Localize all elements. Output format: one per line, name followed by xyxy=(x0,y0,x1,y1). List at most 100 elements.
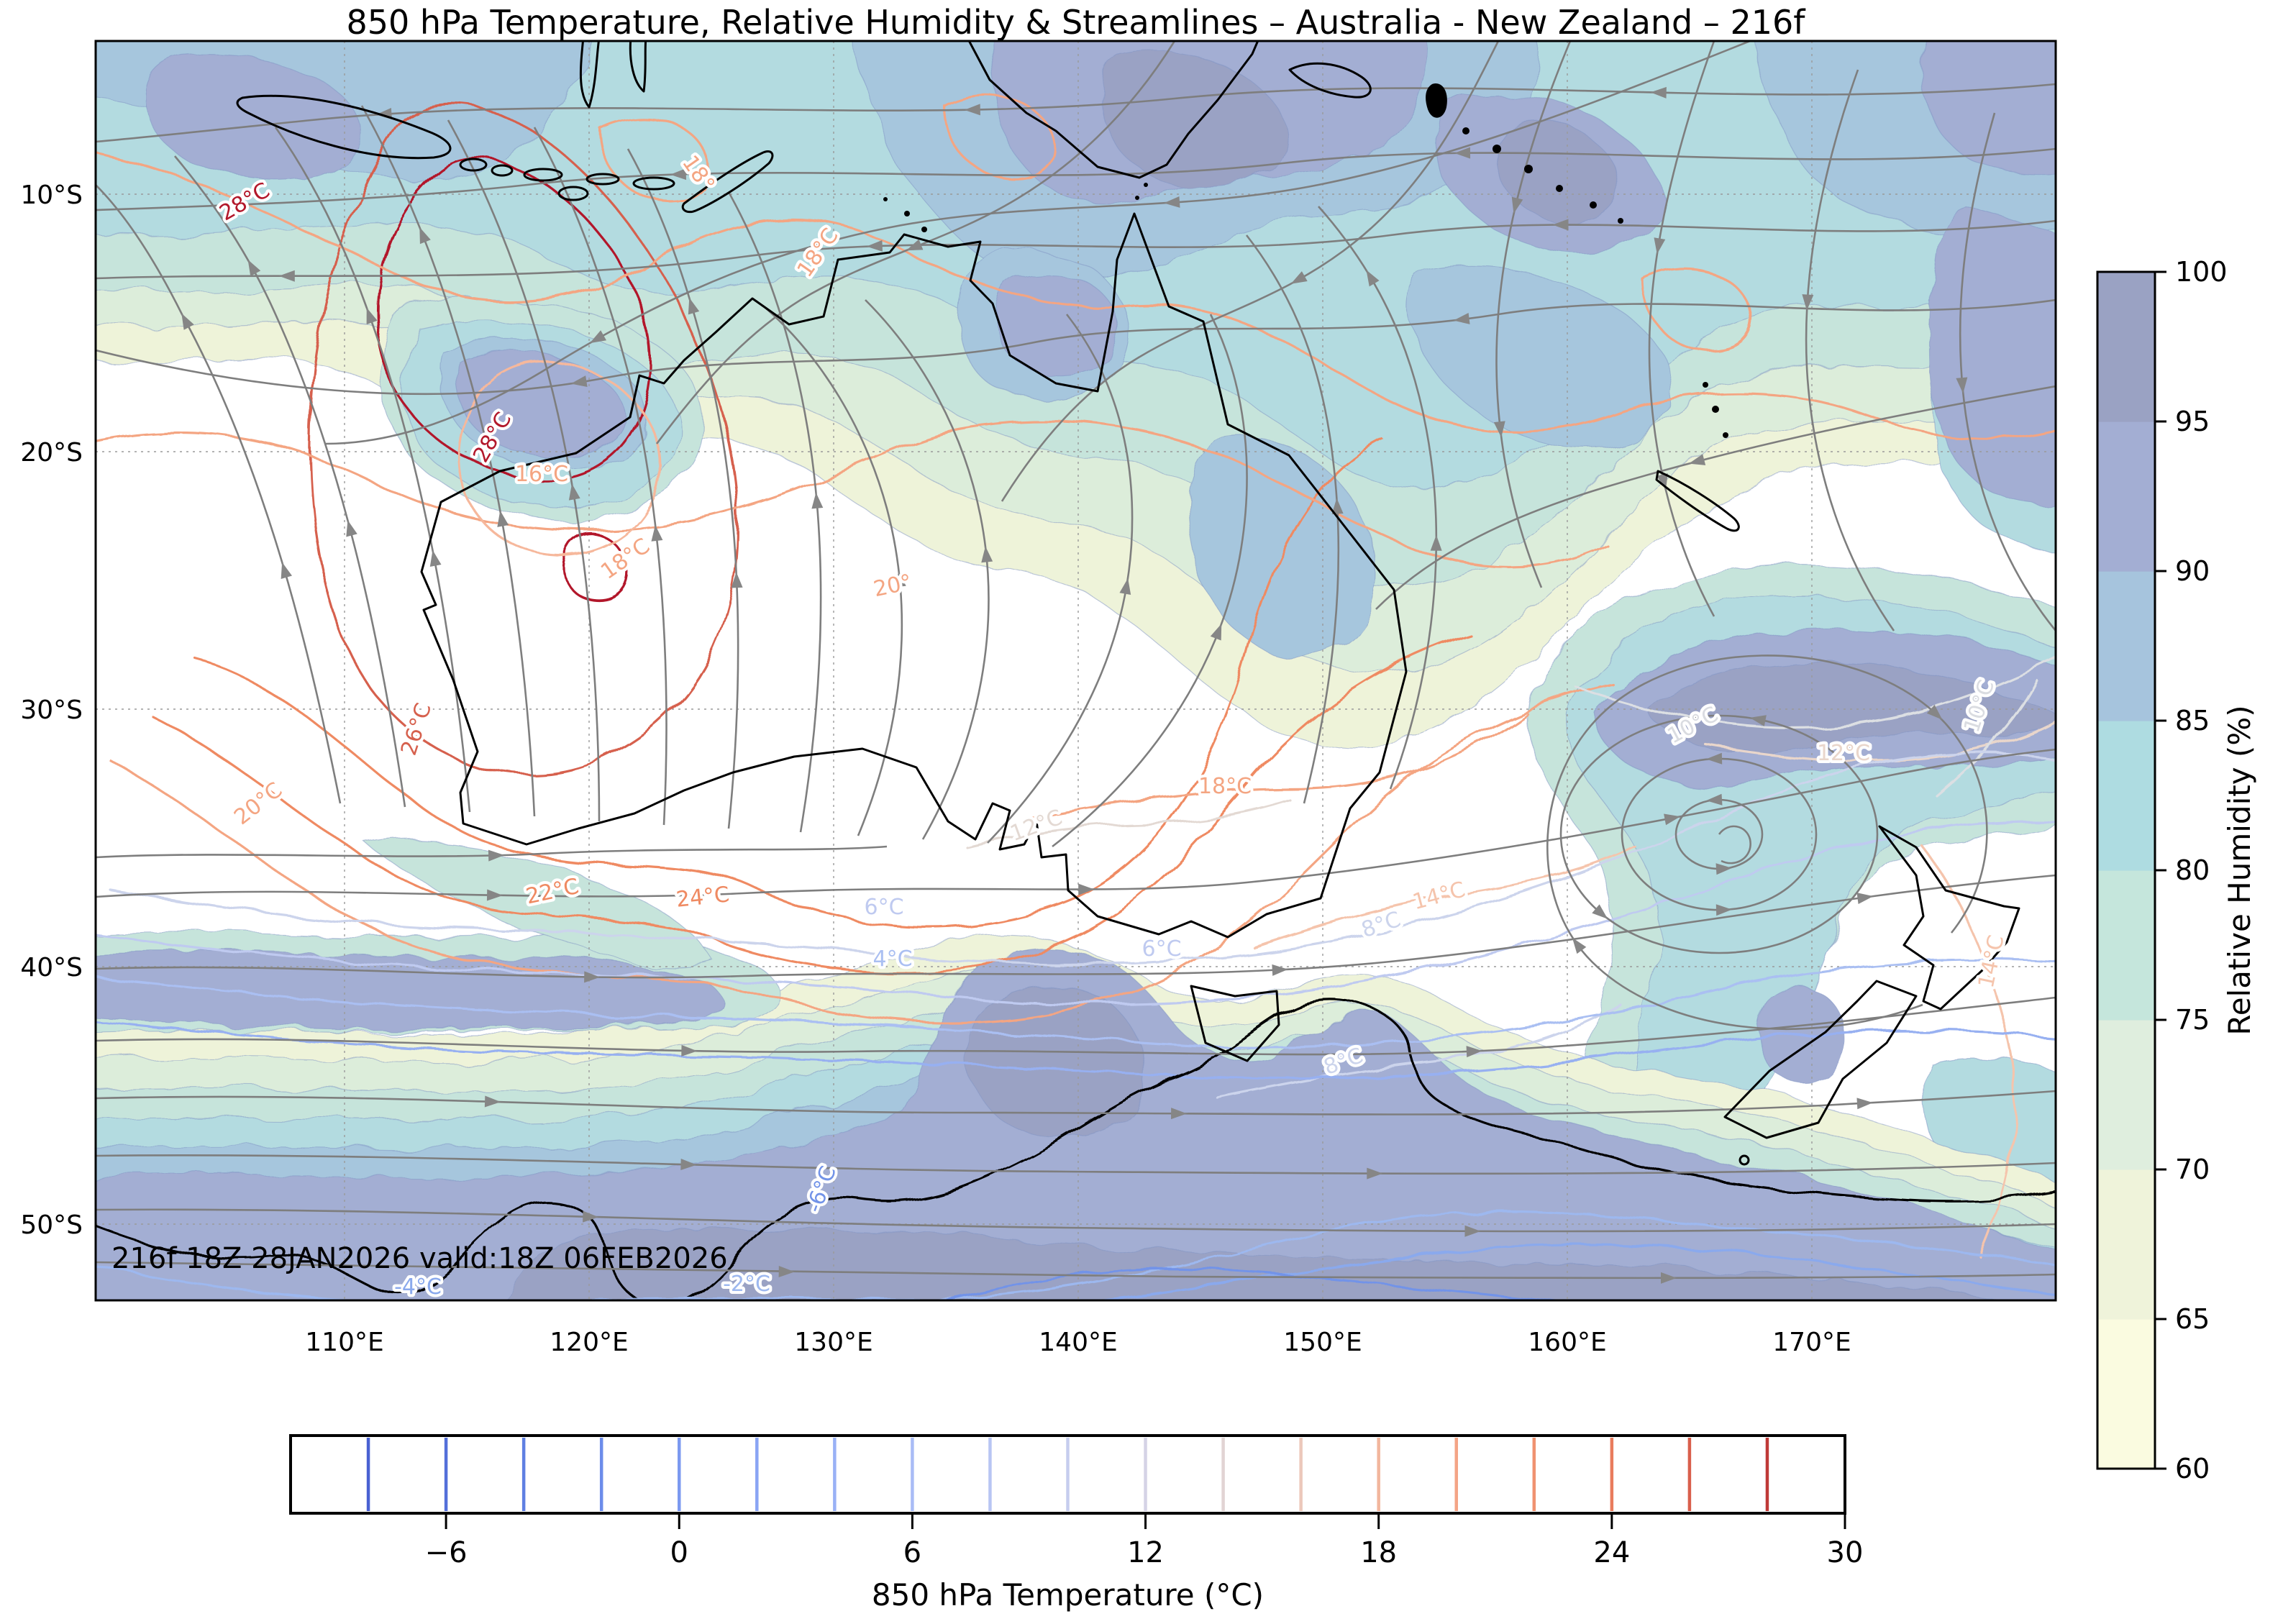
temp-contour-label: 18°C xyxy=(1198,774,1252,799)
humidity-colorbar-band xyxy=(2097,721,2155,871)
island-dot xyxy=(1590,201,1597,209)
humidity-colorbar-axis-label: Relative Humidity (%) xyxy=(2222,705,2257,1035)
humidity-blob xyxy=(506,1229,1991,1300)
streamline-arrowhead xyxy=(1664,813,1681,826)
temp-contour-minus6c xyxy=(939,1267,1554,1300)
temp-contour-label: 12°C xyxy=(1817,741,1870,766)
streamline-arrowhead xyxy=(1272,964,1288,976)
humidity-blob xyxy=(96,951,722,1029)
streamline-arrowhead xyxy=(906,239,924,251)
humidity-colorbar-tick-label: 95 xyxy=(2175,406,2210,437)
streamline xyxy=(727,191,822,833)
temp-contour-16c xyxy=(457,360,661,557)
coastline-nz-south-island xyxy=(1723,980,1918,1139)
streamline-arrowhead xyxy=(680,1158,697,1170)
coastline-bougainville xyxy=(1426,83,1447,118)
humidity-blob xyxy=(144,53,360,182)
humidity-colorbar-band xyxy=(2097,870,2155,1021)
streamline-arrowhead xyxy=(1592,904,1608,919)
streamline-arrowhead xyxy=(1926,705,1943,720)
temp-contour-6c xyxy=(96,819,2056,1006)
humidity-colorbar-band xyxy=(2097,571,2155,721)
island-dot xyxy=(883,197,888,201)
humidity-colorbar-band xyxy=(2097,421,2155,572)
streamline xyxy=(96,1208,2056,1233)
streamline-arrowhead xyxy=(1650,86,1667,99)
temp-contour-20c xyxy=(96,420,1608,567)
streamline-arrowhead xyxy=(484,1095,501,1108)
streamline-arrowhead xyxy=(688,298,700,315)
streamline-arrowhead xyxy=(1493,421,1505,438)
temp-contour-label: 6°C xyxy=(864,895,903,920)
streamline xyxy=(1375,385,2056,610)
streamline-arrowhead xyxy=(429,549,442,567)
temp-contour-label: 6°C xyxy=(1142,936,1181,962)
streamline-arrowhead xyxy=(584,971,601,983)
streamline-arrowhead xyxy=(1856,893,1874,904)
streamline-arrowhead xyxy=(1210,624,1222,641)
island-dot xyxy=(1493,145,1501,153)
streamline-arrowhead xyxy=(488,849,505,862)
streamline-spiral-center xyxy=(1718,825,1751,865)
streamline-arrowhead xyxy=(346,520,357,537)
streamline-arrowhead xyxy=(651,525,663,542)
temp-contour-20c xyxy=(109,683,1615,1025)
streamline-arrowhead xyxy=(281,562,293,579)
gridlines xyxy=(96,41,2056,1300)
map-frame xyxy=(94,40,2057,1302)
temperature-colorbar-tick-label: 0 xyxy=(670,1536,688,1569)
streamline-arrowhead xyxy=(1454,147,1471,159)
streamline-arrowhead xyxy=(1430,534,1442,551)
temp-contour-label: 16°C xyxy=(515,462,568,487)
x-tick-label: 110°E xyxy=(305,1328,383,1357)
coastline-sulawesi xyxy=(629,41,647,93)
streamline xyxy=(1495,41,1572,588)
streamline xyxy=(533,127,667,826)
streamline xyxy=(96,874,2056,979)
humidity-colorbar-tick-label: 85 xyxy=(2175,705,2210,736)
streamline xyxy=(1648,41,1715,617)
temp-contour-0c-thick xyxy=(96,998,2056,1300)
streamline-arrowhead xyxy=(1366,270,1380,287)
x-tick-label: 150°E xyxy=(1283,1328,1362,1357)
y-tick-label: 10°S xyxy=(20,181,83,210)
streamline-anticyclone xyxy=(1621,757,1818,911)
humidity-blob xyxy=(1649,662,2056,754)
figure-title: 850 hPa Temperature, Relative Humidity &… xyxy=(346,3,1805,42)
humidity-blob xyxy=(1189,439,1377,656)
temp-contour-label: -4°C xyxy=(394,1274,442,1300)
streamline-arrowhead xyxy=(1331,498,1344,514)
streamline-arrowhead xyxy=(1706,752,1723,765)
streamline xyxy=(96,219,2056,280)
streamline xyxy=(96,1154,2056,1175)
streamline xyxy=(1805,69,1895,631)
x-tick-label: 120°E xyxy=(550,1328,628,1357)
humidity-colorbar-tick-label: 60 xyxy=(2175,1453,2210,1484)
streamline-arrowhead xyxy=(1171,1108,1188,1120)
island-dot xyxy=(1524,165,1533,173)
streamline-arrowhead xyxy=(1688,454,1706,465)
streamline-arrowhead xyxy=(1715,904,1732,916)
temp-contour-10c xyxy=(1576,657,2056,729)
streamline-arrowhead xyxy=(778,1266,795,1278)
streamline xyxy=(764,306,903,836)
temperature-colorbar-tick-label: 12 xyxy=(1127,1536,1164,1569)
humidity-colorbar-band xyxy=(2097,1169,2155,1320)
temp-contour-18c xyxy=(943,94,1057,181)
temp-contour-14c xyxy=(1921,845,2016,1258)
island-dot xyxy=(1462,127,1469,134)
streamline xyxy=(96,996,2056,1056)
streamline xyxy=(96,147,2056,211)
streamline-arrowhead xyxy=(894,570,906,588)
temperature-colorbar-axis-label: 850 hPa Temperature (°C) xyxy=(872,1577,1264,1612)
streamline-arrowhead xyxy=(1164,196,1180,208)
streamline-arrowhead xyxy=(419,227,431,245)
island-dot xyxy=(1618,218,1623,224)
streamline-arrowhead xyxy=(1464,1225,1481,1237)
streamline xyxy=(96,1090,2056,1116)
coastline-island xyxy=(491,164,514,177)
humidity-colorbar-tick-label: 65 xyxy=(2175,1303,2210,1335)
humidity-colorbar-tick-label: 70 xyxy=(2175,1154,2210,1185)
